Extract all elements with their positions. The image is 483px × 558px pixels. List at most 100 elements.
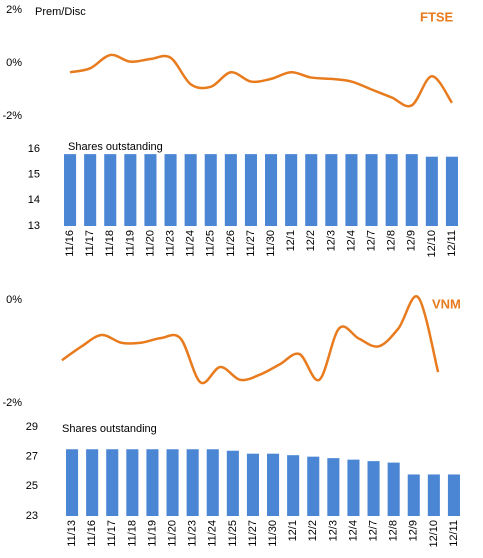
bar <box>287 455 300 516</box>
x-tick-label: 11/27 <box>245 230 257 257</box>
bar <box>445 156 458 226</box>
x-tick-label: 12/3 <box>325 230 337 251</box>
line <box>69 53 453 108</box>
x-tick-label: 11/18 <box>104 230 116 257</box>
bar <box>86 449 99 516</box>
y-tick-label: 25 <box>26 480 38 492</box>
bar <box>66 449 79 516</box>
bar <box>425 156 438 226</box>
x-tick-label: 11/25 <box>227 520 239 547</box>
bar <box>387 462 400 516</box>
bar <box>325 154 338 226</box>
x-tick-label: 12/1 <box>285 230 297 251</box>
bar <box>124 154 137 226</box>
bar <box>305 154 318 226</box>
bar <box>104 154 117 226</box>
y-tick-label: 23 <box>26 510 38 522</box>
x-tick-label: 12/4 <box>345 230 357 251</box>
bar <box>367 461 380 516</box>
x-tick-label: 12/2 <box>305 230 317 251</box>
x-tick-label: 11/16 <box>86 520 98 547</box>
x-tick-label: 12/7 <box>365 230 377 251</box>
x-tick-label: 12/8 <box>388 520 400 541</box>
line <box>61 295 440 385</box>
bar <box>164 154 177 226</box>
x-tick-label: 11/13 <box>66 520 78 547</box>
x-tick-label: 11/17 <box>84 230 96 257</box>
bar <box>244 154 257 226</box>
x-tick-label: 11/20 <box>166 520 178 547</box>
bar <box>405 154 418 226</box>
series-label: FTSE <box>420 9 454 24</box>
x-tick-label: 11/18 <box>126 520 138 547</box>
y-tick-label: 13 <box>28 220 40 232</box>
x-tick-label: 11/23 <box>187 520 199 547</box>
bar <box>64 154 77 226</box>
x-tick-label: 11/23 <box>164 230 176 257</box>
bar <box>166 449 179 516</box>
x-tick-label: 11/19 <box>124 230 136 257</box>
bar <box>385 154 398 226</box>
bar <box>126 449 139 516</box>
bar <box>84 154 97 226</box>
x-tick-label: 12/11 <box>446 230 458 257</box>
x-tick-label: 12/1 <box>287 520 299 541</box>
bar <box>184 154 197 226</box>
bar <box>206 449 219 516</box>
bar <box>267 453 280 516</box>
y-tick-label: 29 <box>26 421 38 433</box>
bar <box>407 474 420 516</box>
bar <box>246 453 259 516</box>
bar <box>345 154 358 226</box>
y-tick-label: 2% <box>6 4 22 16</box>
bar <box>265 154 278 226</box>
x-tick-label: 11/26 <box>225 230 237 257</box>
bar <box>447 474 460 516</box>
x-tick-label: 12/7 <box>367 520 379 541</box>
bar <box>146 449 159 516</box>
x-tick-label: 11/17 <box>106 520 118 547</box>
bar <box>347 459 360 516</box>
bar <box>307 456 320 516</box>
x-tick-label: 11/25 <box>205 230 217 257</box>
bar <box>106 449 119 516</box>
x-tick-label: 11/24 <box>207 520 219 547</box>
x-tick-label: 12/4 <box>347 520 359 541</box>
x-tick-label: 12/10 <box>426 230 438 258</box>
y-tick-label: -2% <box>2 110 22 122</box>
x-tick-label: 11/24 <box>185 230 197 257</box>
y-tick-label: 27 <box>26 451 38 463</box>
x-tick-label: 11/16 <box>64 230 76 257</box>
chart-title: Prem/Disc <box>35 6 86 18</box>
bar <box>226 450 239 516</box>
y-tick-label: 0% <box>6 57 22 69</box>
x-tick-label: 11/27 <box>247 520 259 547</box>
bar <box>427 474 440 516</box>
x-tick-label: 12/3 <box>327 520 339 541</box>
bar <box>285 154 298 226</box>
chart-title: Shares outstanding <box>62 423 157 435</box>
x-tick-label: 11/30 <box>267 520 279 547</box>
x-tick-label: 11/30 <box>265 230 277 257</box>
x-tick-label: 12/9 <box>406 230 418 251</box>
bar <box>327 458 340 516</box>
x-tick-label: 12/10 <box>428 520 440 548</box>
x-tick-label: 12/2 <box>307 520 319 541</box>
x-tick-label: 12/11 <box>448 520 460 547</box>
x-tick-label: 11/20 <box>144 230 156 257</box>
bar <box>204 154 217 226</box>
y-tick-label: 14 <box>28 194 40 206</box>
bar <box>365 154 378 226</box>
bar <box>144 154 157 226</box>
bar <box>186 449 199 516</box>
chart-title: Shares outstanding <box>68 141 163 153</box>
x-tick-label: 12/8 <box>386 230 398 251</box>
series-label: VNM <box>432 296 461 311</box>
y-tick-label: 0% <box>6 294 22 306</box>
y-tick-label: -2% <box>2 397 22 409</box>
y-tick-label: 15 <box>28 169 40 181</box>
x-tick-label: 11/19 <box>146 520 158 547</box>
y-tick-label: 16 <box>28 143 40 155</box>
x-tick-label: 12/9 <box>408 520 420 541</box>
